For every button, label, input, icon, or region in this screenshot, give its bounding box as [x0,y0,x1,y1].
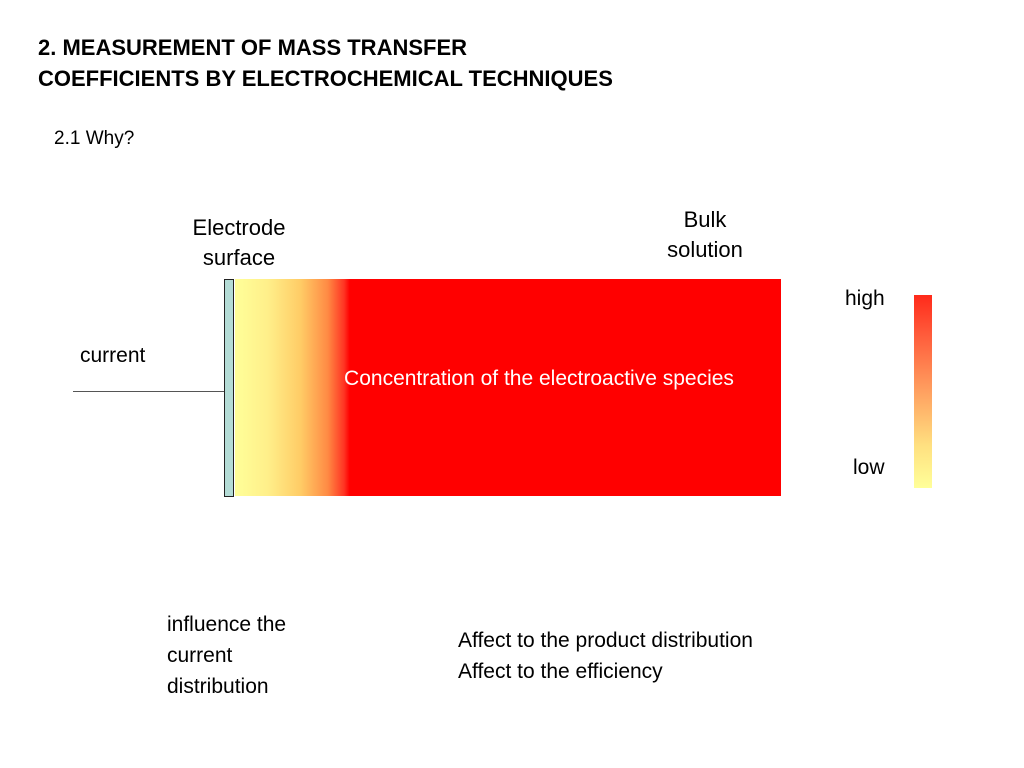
current-wire [73,391,225,392]
concentration-label: Concentration of the electroactive speci… [344,367,734,390]
current-label: current [80,344,146,367]
concentration-gradient-box [235,279,781,496]
affect-note: Affect to the product distribution Affec… [458,625,878,687]
affect-note-line: Affect to the product distribution [458,629,753,652]
legend-low-label: low [853,456,885,479]
bulk-label-line-2: solution [667,237,743,262]
electrode-label-line-2: surface [202,245,276,270]
influence-note-line: distribution [167,675,269,698]
slide-title: 2. MEASUREMENT OF MASS TRANSFER COEFFICI… [38,32,938,94]
electrode-plate [224,279,234,497]
legend-high-label: high [845,287,885,310]
influence-note-line: current [167,644,233,667]
bulk-solution-label: Bulk solution [630,205,780,265]
section-heading: 2.1 Why? [54,128,135,149]
affect-note-line: Affect to the efficiency [458,660,663,683]
slide-title-line-1: 2. MEASUREMENT OF MASS TRANSFER [38,35,468,60]
influence-note: influence the current distribution [167,609,367,702]
electrode-surface-label: Electrode surface [164,213,314,273]
slide-title-line-2: COEFFICIENTS BY ELECTROCHEMICAL TECHNIQU… [38,66,613,91]
bulk-label-line-1: Bulk [683,207,727,232]
influence-note-line: influence the [167,613,287,636]
concentration-legend-bar [914,295,932,488]
electrode-label-line-1: Electrode [192,215,286,240]
